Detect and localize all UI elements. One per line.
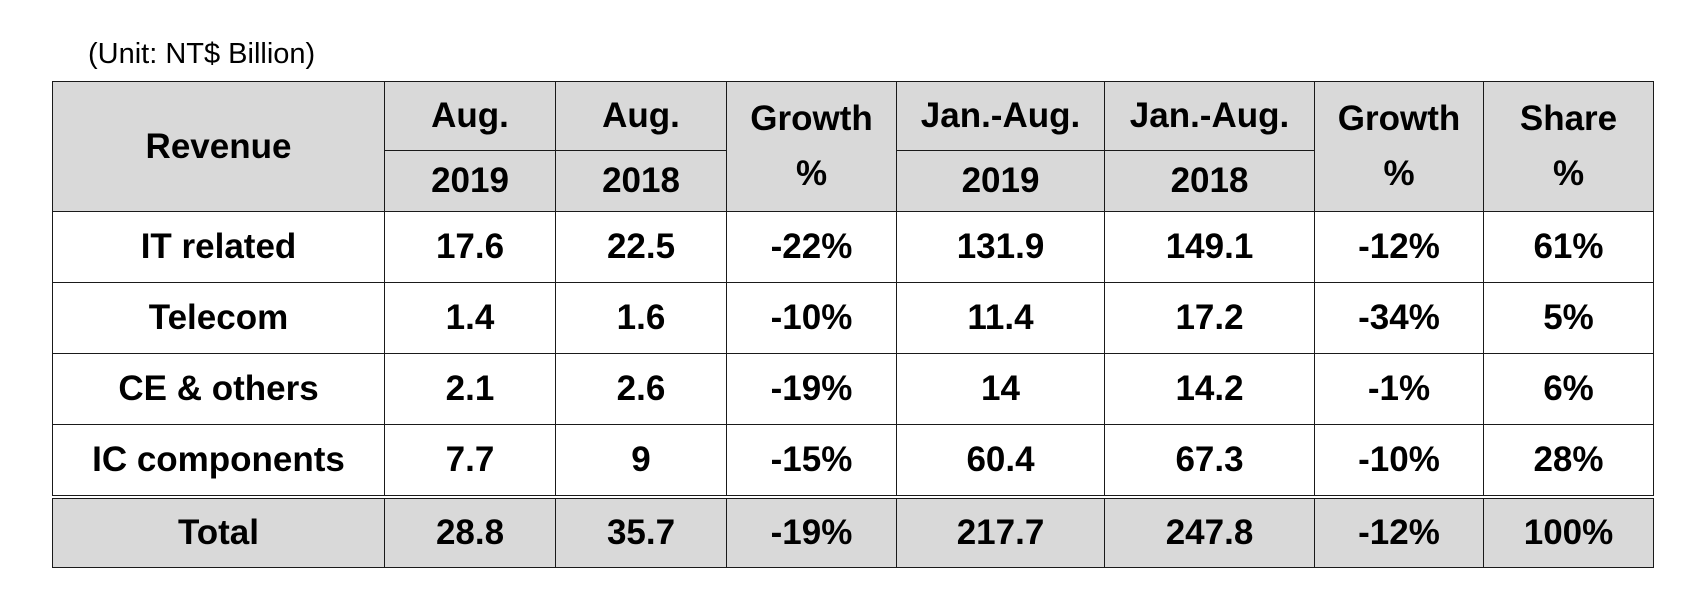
total-row: Total 28.8 35.7 -19% 217.7 247.8 -12% 10… [52, 495, 1654, 568]
header-ytd-2018-bottom: 2018 [1104, 150, 1315, 212]
row-label: CE & others [52, 353, 385, 425]
total-share: 100% [1483, 495, 1654, 568]
header-share-top: Share [1519, 99, 1618, 139]
cell-growth-month: -15% [726, 424, 897, 498]
cell-ytd-2019: 131.9 [896, 211, 1105, 283]
header-growth-month-bottom: % [795, 153, 828, 193]
header-row-bottom: 2019 2018 2019 2018 [53, 150, 1654, 212]
total-growth-ytd: -12% [1314, 495, 1484, 568]
cell-aug-2018: 2.6 [555, 353, 727, 425]
header-growth-ytd: Growth % [1314, 81, 1484, 212]
header-growth-month-top: Growth [750, 99, 873, 139]
row-label: IC components [52, 424, 385, 498]
cell-aug-2018: 22.5 [555, 211, 727, 283]
unit-note: (Unit: NT$ Billion) [88, 38, 316, 70]
cell-ytd-2019: 11.4 [896, 282, 1105, 354]
cell-aug-2019: 17.6 [384, 211, 556, 283]
cell-aug-2018: 9 [555, 424, 727, 498]
total-growth-month: -19% [726, 495, 897, 568]
cell-ytd-2018: 149.1 [1104, 211, 1315, 283]
cell-aug-2019: 7.7 [384, 424, 556, 498]
cell-growth-month: -22% [726, 211, 897, 283]
table-row: Telecom 1.4 1.6 -10% 11.4 17.2 -34% 5% [52, 282, 1654, 354]
total-aug-2018: 35.7 [555, 495, 727, 568]
cell-share: 5% [1483, 282, 1654, 354]
cell-growth-month: -19% [726, 353, 897, 425]
cell-aug-2018: 1.6 [555, 282, 727, 354]
cell-share: 28% [1483, 424, 1654, 498]
cell-growth-ytd: -10% [1314, 424, 1484, 498]
cell-ytd-2019: 14 [896, 353, 1105, 425]
cell-growth-month: -10% [726, 282, 897, 354]
header-share-bottom: % [1552, 153, 1585, 193]
header-growth-month: Growth % [726, 81, 897, 212]
header-growth-ytd-bottom: % [1383, 153, 1415, 193]
header-row-top: Revenue Aug. Aug. Growth % Jan.-Aug. Jan… [52, 81, 1654, 212]
cell-growth-ytd: -12% [1314, 211, 1484, 283]
revenue-table: Revenue Aug. Aug. Growth % Jan.-Aug. Jan… [52, 81, 1654, 568]
total-ytd-2019: 217.7 [896, 495, 1105, 568]
total-label: Total [52, 495, 385, 568]
cell-growth-ytd: -34% [1314, 282, 1484, 354]
header-aug-2018-top: Aug. [555, 81, 727, 151]
cell-growth-ytd: -1% [1314, 353, 1484, 425]
header-share: Share % [1483, 81, 1654, 212]
header-aug-2019-top: Aug. [384, 81, 556, 151]
cell-aug-2019: 1.4 [384, 282, 556, 354]
total-ytd-2018: 247.8 [1104, 495, 1315, 568]
row-label: Telecom [52, 282, 385, 354]
cell-ytd-2018: 14.2 [1104, 353, 1315, 425]
header-growth-ytd-top: Growth [1337, 99, 1461, 139]
header-aug-2019-bottom: 2019 [384, 150, 556, 212]
header-ytd-2018-top: Jan.-Aug. [1104, 81, 1315, 151]
cell-ytd-2018: 17.2 [1104, 282, 1315, 354]
cell-share: 61% [1483, 211, 1654, 283]
row-label: IT related [52, 211, 385, 283]
header-ytd-2019-bottom: 2019 [896, 150, 1105, 212]
header-revenue: Revenue [52, 81, 385, 212]
header-aug-2018-bottom: 2018 [555, 150, 727, 212]
cell-aug-2019: 2.1 [384, 353, 556, 425]
table-row: IC components 7.7 9 -15% 60.4 67.3 -10% … [52, 424, 1654, 498]
cell-ytd-2018: 67.3 [1104, 424, 1315, 498]
cell-share: 6% [1483, 353, 1654, 425]
table-row: CE & others 2.1 2.6 -19% 14 14.2 -1% 6% [52, 353, 1654, 425]
table-row: IT related 17.6 22.5 -22% 131.9 149.1 -1… [52, 211, 1654, 283]
cell-ytd-2019: 60.4 [896, 424, 1105, 498]
header-ytd-2019-top: Jan.-Aug. [896, 81, 1105, 151]
total-aug-2019: 28.8 [384, 495, 556, 568]
